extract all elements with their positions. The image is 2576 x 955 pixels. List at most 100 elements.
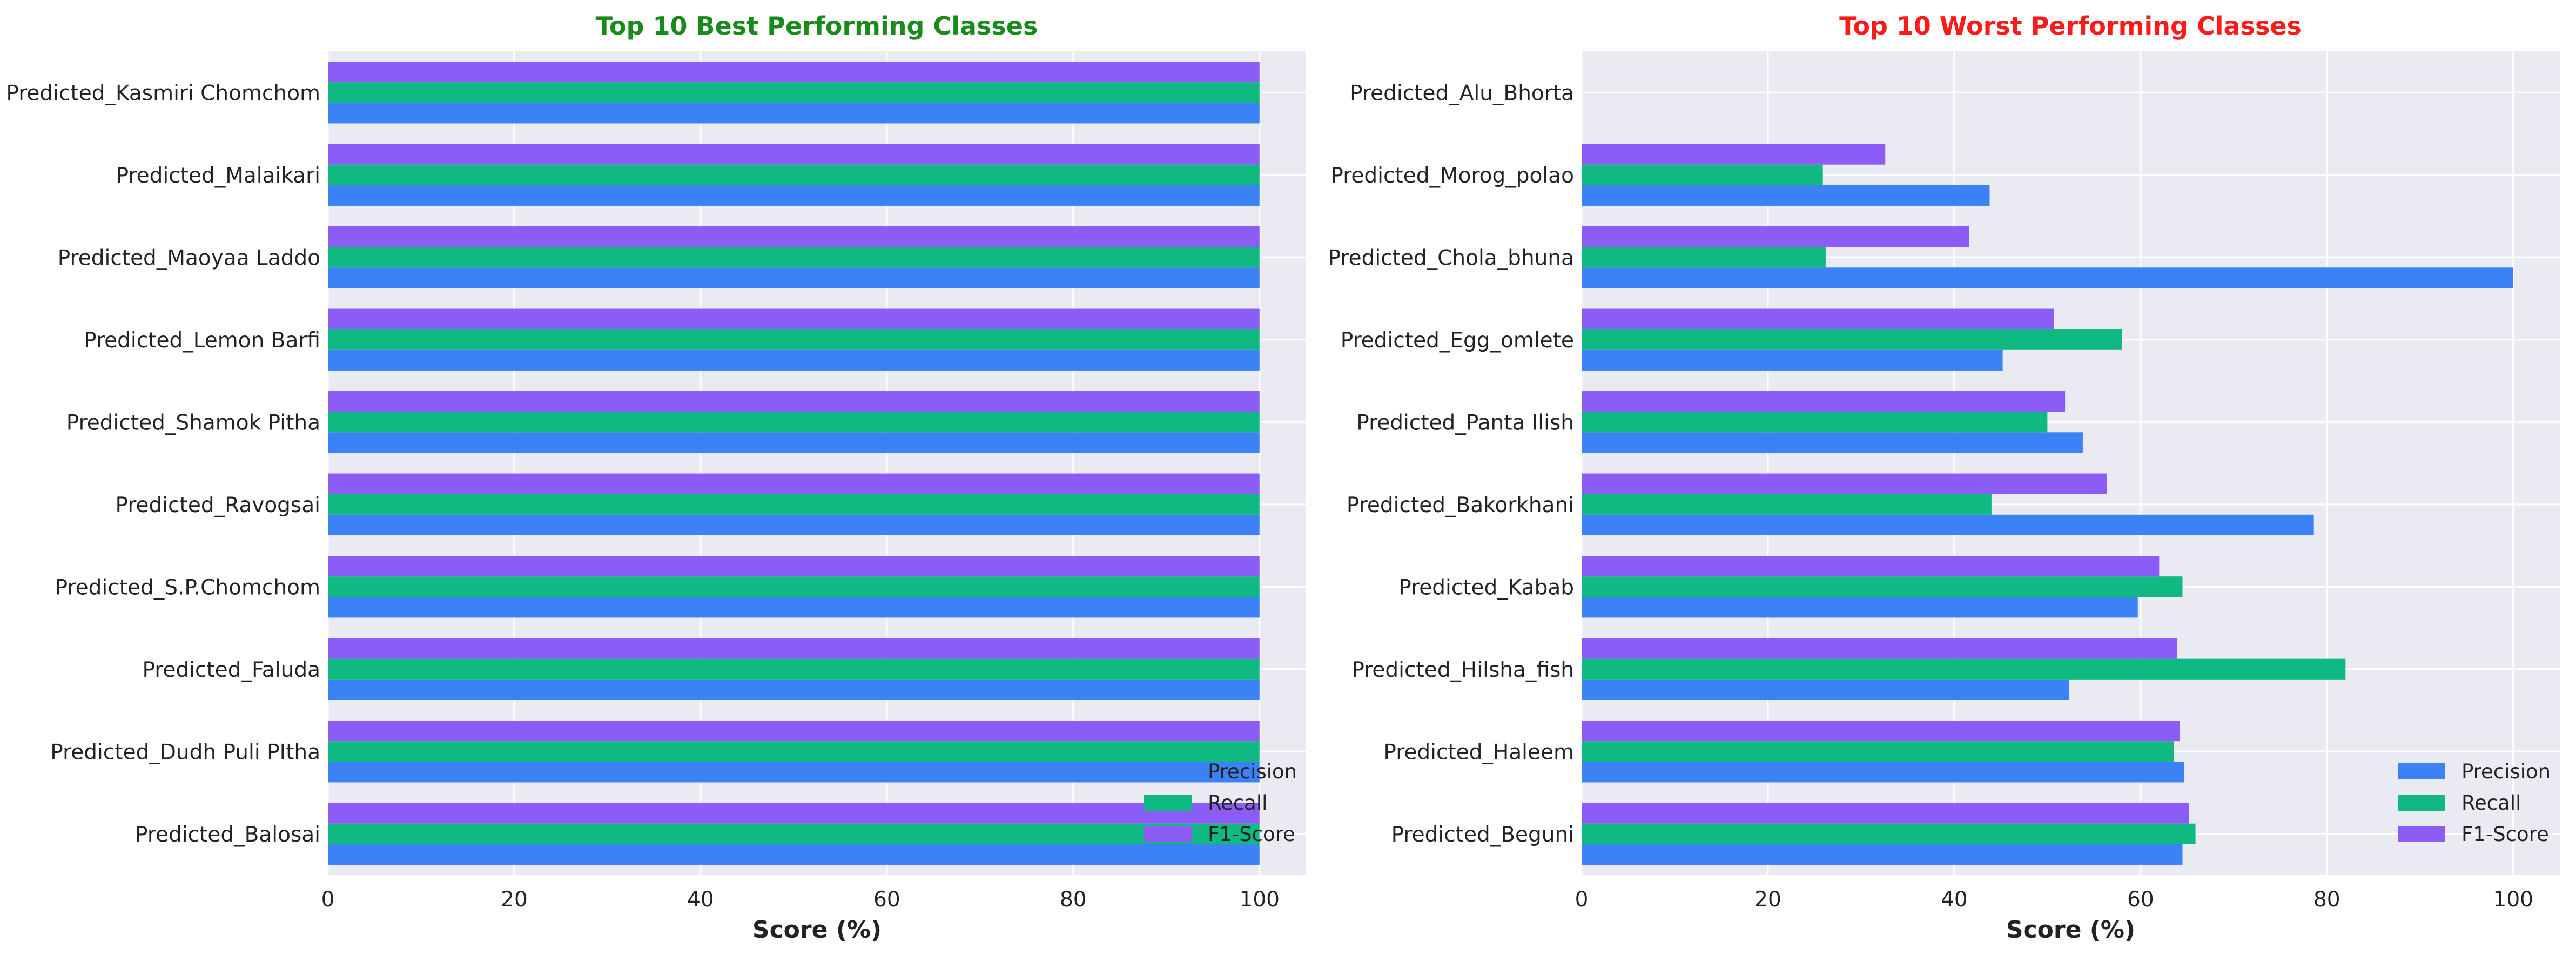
y-tick-label: Predicted_Haleem: [1383, 740, 1574, 764]
y-tick-label: Predicted_Bakorkhani: [1347, 493, 1574, 517]
x-tick-label: 100: [2493, 887, 2533, 912]
y-tick-label: Predicted_Balosai: [135, 823, 320, 847]
bar-recall-predicted-lemon-barfi: [328, 329, 1260, 350]
bar-recall-predicted-egg-omlete: [1582, 329, 2122, 350]
bar-recall-predicted-panta-ilish: [1582, 412, 2048, 433]
y-tick-label: Predicted_Dudh Puli PItha: [50, 740, 320, 764]
bar-recall-predicted-shamok-pitha: [328, 412, 1260, 433]
chart-title: Top 10 Worst Performing Classes: [1839, 11, 2302, 41]
bar-recall-predicted-haleem: [1582, 741, 2174, 762]
bar-f1-score-predicted-balosai: [328, 803, 1260, 824]
y-tick-label: Predicted_Maoyaa Laddo: [58, 246, 320, 270]
bar-f1-score-predicted-shamok-pitha: [328, 391, 1260, 412]
bar-recall-predicted-s-p-chomchom: [328, 576, 1260, 597]
y-tick-label: Predicted_Kabab: [1398, 575, 1574, 600]
bar-f1-score-predicted-maoyaa-laddo: [328, 226, 1260, 247]
bar-precision-predicted-bakorkhani: [1582, 514, 2314, 535]
x-tick-label: 60: [873, 887, 900, 912]
x-tick-label: 20: [501, 887, 528, 912]
bar-recall-predicted-morog-polao: [1582, 164, 1823, 185]
bar-recall-predicted-chola-bhuna: [1582, 247, 1826, 268]
y-tick-label: Predicted_Ravogsai: [116, 493, 320, 517]
bar-precision-predicted-faluda: [328, 679, 1260, 700]
y-tick-label: Predicted_Kasmiri Chomchom: [6, 81, 320, 105]
y-tick-label: Predicted_Egg_omlete: [1341, 328, 1574, 353]
bar-f1-score-predicted-lemon-barfi: [328, 308, 1260, 329]
bar-recall-predicted-maoyaa-laddo: [328, 247, 1260, 268]
bar-f1-score-predicted-egg-omlete: [1582, 308, 2054, 329]
y-tick-label: Predicted_Beguni: [1391, 823, 1574, 847]
bar-f1-score-predicted-morog-polao: [1582, 144, 1886, 165]
bar-f1-score-predicted-faluda: [328, 638, 1260, 659]
bar-precision-predicted-panta-ilish: [1582, 432, 2083, 453]
y-tick-label: Predicted_Faluda: [142, 658, 320, 682]
y-tick-label: Predicted_Malaikari: [116, 164, 320, 188]
legend-swatch-recall: [1144, 795, 1192, 811]
bar-precision-predicted-lemon-barfi: [328, 349, 1260, 371]
bar-recall-predicted-dudh-puli-pitha: [328, 741, 1260, 762]
bar-f1-score-predicted-ravogsai: [328, 473, 1260, 494]
best-classes-chart: 0 20 40 60 80 100 Predicted_Kasmiri Chomchom Pr…: [6, 11, 1306, 944]
bar-recall-predicted-kabab: [1582, 576, 2183, 597]
y-tick-label: Predicted_Hilsha_fish: [1351, 658, 1574, 682]
bar-recall-predicted-kasmiri-chomchom: [328, 82, 1260, 103]
bar-precision-predicted-maoyaa-laddo: [328, 267, 1260, 288]
bar-recall-predicted-hilsha-fish: [1582, 658, 2346, 680]
bar-precision-predicted-chola-bhuna: [1582, 267, 2513, 288]
x-tick-label: 40: [687, 887, 714, 912]
chart-title: Top 10 Best Performing Classes: [596, 11, 1038, 41]
x-tick-label: 0: [1575, 887, 1589, 912]
bar-f1-score-predicted-panta-ilish: [1582, 391, 2066, 412]
bar-f1-score-predicted-chola-bhuna: [1582, 226, 1969, 247]
bar-precision-predicted-dudh-puli-pitha: [328, 762, 1260, 783]
x-tick-label: 80: [1060, 887, 1087, 912]
x-tick-label: 20: [1754, 887, 1781, 912]
bar-precision-predicted-beguni: [1582, 844, 2183, 865]
bar-precision-predicted-egg-omlete: [1582, 349, 2003, 371]
bar-recall-predicted-beguni: [1582, 823, 2196, 844]
bar-f1-score-predicted-beguni: [1582, 803, 2189, 824]
bar-f1-score-predicted-haleem: [1582, 721, 2180, 742]
bar-f1-score-predicted-hilsha-fish: [1582, 638, 2177, 659]
x-tick-label: 100: [1240, 887, 1280, 912]
bar-precision-predicted-morog-polao: [1582, 185, 1990, 206]
bar-recall-predicted-ravogsai: [328, 494, 1260, 515]
legend-label: Recall: [2461, 791, 2521, 815]
y-tick-label: Predicted_Panta Ilish: [1356, 411, 1574, 435]
bar-precision-predicted-ravogsai: [328, 514, 1260, 535]
legend-swatch-precision: [1144, 763, 1192, 779]
bar-precision-predicted-haleem: [1582, 762, 2184, 783]
bar-f1-score-predicted-kabab: [1582, 556, 2160, 577]
x-tick-label: 80: [2313, 887, 2340, 912]
y-tick-label: Predicted_Alu_Bhorta: [1350, 81, 1574, 105]
legend-swatch-f1-score: [1144, 826, 1192, 842]
bar-f1-score-predicted-kasmiri-chomchom: [328, 62, 1260, 83]
bar-recall-predicted-malaikari: [328, 164, 1260, 185]
bar-precision-predicted-hilsha-fish: [1582, 679, 2069, 700]
y-tick-label: Predicted_Lemon Barfi: [84, 328, 320, 353]
x-tick-label: 0: [321, 887, 335, 912]
y-tick-label: Predicted_Shamok Pitha: [66, 411, 320, 435]
legend: Precision Recall F1-Score: [2398, 760, 2551, 846]
bar-precision-predicted-kabab: [1582, 597, 2138, 618]
bar-f1-score-predicted-bakorkhani: [1582, 473, 2107, 494]
x-axis-label: Score (%): [752, 916, 882, 944]
bar-recall-predicted-balosai: [328, 823, 1260, 844]
x-axis-label: Score (%): [2006, 916, 2135, 944]
bar-precision-predicted-kasmiri-chomchom: [328, 103, 1260, 124]
legend-label: F1-Score: [2461, 823, 2549, 846]
worst-classes-chart: 0 20 40 60 80 100 Predicted_Alu_Bhorta Predicte…: [1328, 11, 2560, 944]
y-tick-label: Predicted_Morog_polao: [1330, 164, 1574, 188]
bar-precision-predicted-s-p-chomchom: [328, 597, 1260, 618]
bar-recall-predicted-bakorkhani: [1582, 494, 1992, 515]
bar-precision-predicted-shamok-pitha: [328, 432, 1260, 453]
legend-label: Precision: [2461, 760, 2551, 783]
legend: Precision Recall F1-Score: [1144, 760, 1297, 846]
x-tick-label: 60: [2127, 887, 2154, 912]
y-tick-label: Predicted_Chola_bhuna: [1328, 246, 1574, 270]
bar-precision-predicted-balosai: [328, 844, 1260, 865]
bar-recall-predicted-faluda: [328, 658, 1260, 680]
bar-precision-predicted-malaikari: [328, 185, 1260, 206]
bar-f1-score-predicted-s-p-chomchom: [328, 556, 1260, 577]
